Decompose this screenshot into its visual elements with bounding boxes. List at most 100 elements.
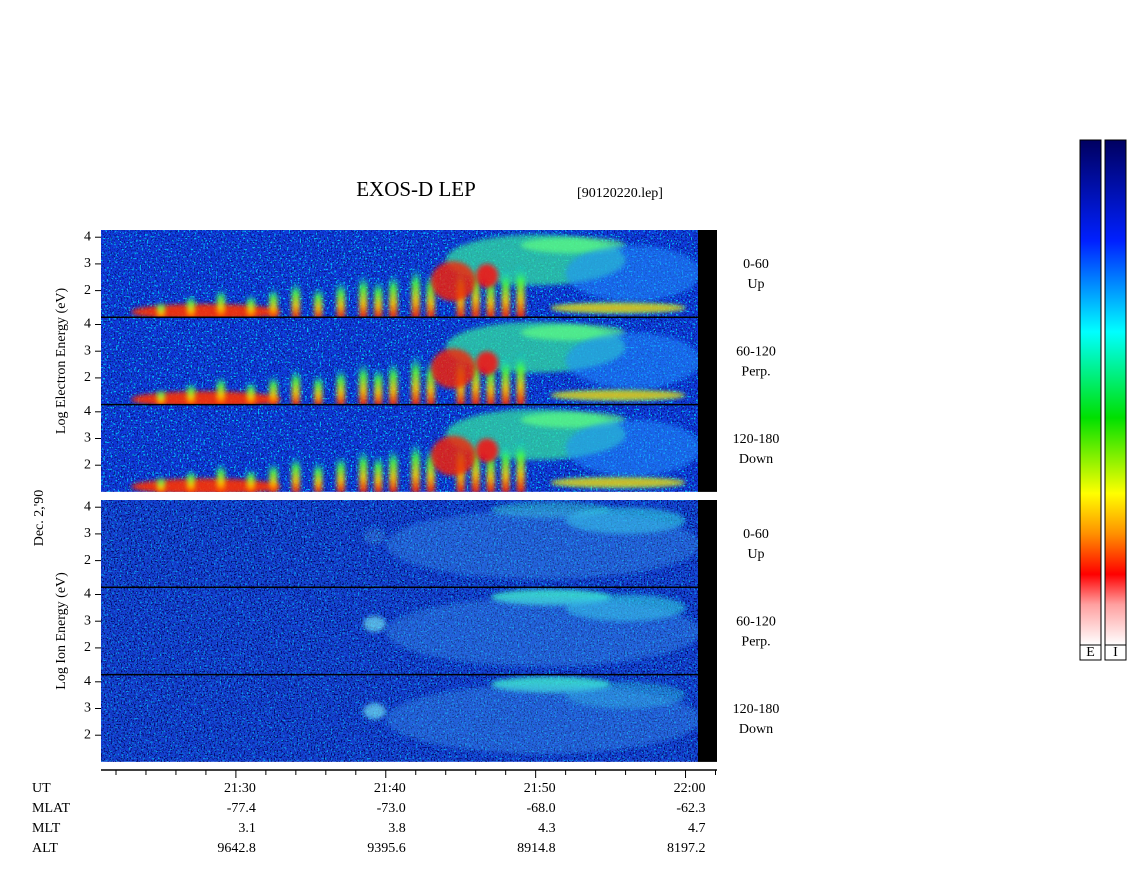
y-tick-label: 3	[84, 701, 91, 716]
y-tick-label: 3	[84, 613, 91, 628]
feature	[336, 455, 345, 492]
feature	[130, 391, 281, 405]
info-row-name: MLT	[32, 821, 61, 836]
feature	[411, 266, 420, 318]
feature	[363, 703, 386, 720]
feature	[269, 287, 278, 318]
y-tick-label: 4	[84, 404, 91, 419]
feature	[389, 360, 398, 405]
x-tick-label: 21:30	[224, 781, 256, 796]
y-tick-label: 4	[84, 674, 91, 689]
info-value: 8914.8	[517, 841, 556, 856]
feature	[216, 288, 225, 318]
y-tick-label: 4	[84, 587, 91, 602]
data-gap-strip	[698, 404, 717, 492]
chart-title: EXOS-D LEP	[356, 177, 476, 201]
feature	[374, 279, 383, 318]
feature	[246, 468, 255, 492]
spectrogram-panel	[101, 230, 717, 318]
feature	[359, 361, 368, 405]
info-value: 4.7	[688, 821, 706, 836]
y-tick-label: 3	[84, 431, 91, 446]
data-gap-strip	[698, 500, 717, 588]
feature	[359, 274, 368, 318]
y-axis-title: Log Ion Energy (eV)	[54, 572, 69, 690]
panel-direction-label: Down	[739, 452, 773, 467]
panel-angle-label: 120-180	[733, 432, 780, 447]
panel-body	[101, 317, 698, 405]
panel-angle-label: 60-120	[736, 615, 776, 630]
feature	[186, 382, 195, 405]
feature	[291, 281, 300, 318]
data-gap-strip	[698, 230, 717, 318]
feature	[385, 684, 698, 754]
panel-direction-label: Perp.	[741, 635, 770, 650]
spectrogram-panel	[101, 316, 717, 405]
feature	[314, 286, 323, 318]
panel-direction-label: Perp.	[741, 365, 770, 380]
feature	[156, 388, 165, 405]
feature	[475, 438, 499, 463]
panel-body	[101, 404, 698, 492]
feature	[516, 439, 525, 492]
feature	[359, 448, 368, 492]
x-axis-title: UT	[32, 781, 51, 796]
color-bar	[1104, 139, 1127, 646]
y-tick-label: 4	[84, 229, 91, 244]
x-tick-label: 21:40	[374, 781, 406, 796]
feature	[501, 268, 510, 318]
feature	[269, 462, 278, 492]
panel-body	[101, 587, 698, 675]
x-tick-label: 21:50	[524, 781, 556, 796]
feature	[156, 301, 165, 318]
x-tick-label: 22:00	[674, 781, 706, 796]
feature	[156, 475, 165, 492]
feature	[291, 368, 300, 405]
file-name: [90120220.lep]	[577, 186, 663, 201]
y-tick-label: 3	[84, 256, 91, 271]
feature	[430, 261, 476, 302]
panel-angle-label: 120-180	[733, 702, 780, 717]
feature	[565, 332, 698, 389]
feature	[475, 351, 499, 376]
y-tick-label: 3	[84, 343, 91, 358]
panel-body	[101, 674, 698, 762]
date-label: Dec. 2,'90	[32, 490, 47, 547]
info-row-name: MLAT	[32, 801, 71, 816]
feature	[389, 273, 398, 318]
info-value: -73.0	[377, 801, 406, 816]
feature	[374, 454, 383, 492]
feature	[374, 366, 383, 405]
feature	[363, 528, 386, 545]
feature	[475, 263, 499, 288]
feature	[411, 441, 420, 492]
color-bar-label: I	[1113, 645, 1118, 660]
feature	[501, 443, 510, 492]
panel-direction-label: Up	[747, 547, 764, 562]
feature	[291, 455, 300, 492]
feature	[389, 447, 398, 492]
feature	[216, 463, 225, 492]
y-tick-label: 4	[84, 317, 91, 332]
feature	[501, 355, 510, 405]
info-value: 4.3	[538, 821, 556, 836]
feature	[130, 478, 281, 492]
feature	[385, 509, 698, 580]
spectrogram-panel	[101, 403, 717, 492]
info-value: 8197.2	[667, 841, 706, 856]
info-value: 3.8	[388, 821, 406, 836]
feature	[216, 375, 225, 405]
feature	[565, 245, 698, 302]
y-tick-label: 4	[84, 499, 91, 514]
color-bar-label: E	[1086, 645, 1095, 660]
feature	[516, 264, 525, 318]
y-tick-label: 3	[84, 526, 91, 541]
feature	[411, 354, 420, 405]
panel-angle-label: 60-120	[736, 345, 776, 360]
color-bar-label-box	[1104, 644, 1127, 661]
data-gap-strip	[698, 317, 717, 405]
data-gap-strip	[698, 587, 717, 675]
feature	[363, 615, 386, 632]
y-tick-label: 2	[84, 457, 91, 472]
